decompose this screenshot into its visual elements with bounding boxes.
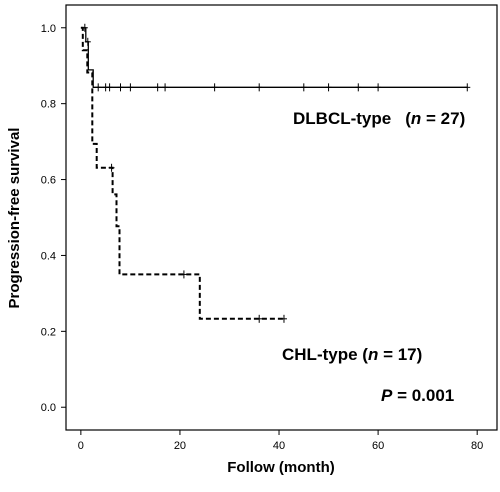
chl-label: CHL-type (n = 17) (282, 345, 422, 364)
p-symbol: P (381, 386, 393, 405)
x-axis-title: Follow (month) (227, 459, 334, 476)
x-tick-label: 40 (273, 440, 285, 452)
p-value-label: P = 0.001 (381, 386, 454, 405)
chl-name: CHL-type ( (282, 345, 368, 364)
x-tick-label: 80 (471, 440, 483, 452)
plot-frame (65, 4, 498, 431)
y-tick-label: 0.6 (41, 175, 56, 187)
chl-type-curve (80, 26, 284, 320)
y-tick-label: 0.0 (41, 402, 56, 414)
chl-count: = 17) (378, 345, 422, 364)
y-tick-label: 0.8 (41, 99, 56, 111)
y-tick-label: 0.4 (41, 250, 56, 262)
dlbcl-open: ( (405, 109, 411, 128)
chl-n: n (368, 345, 378, 364)
dlbcl-name: DLBCL-type (293, 109, 391, 128)
dlbcl-label: DLBCL-type (n = 27) (293, 109, 465, 128)
x-tick-label: 0 (78, 440, 84, 452)
x-tick-label: 60 (372, 440, 384, 452)
y-tick-label: 1.0 (41, 23, 56, 35)
dlbcl-type-curve (80, 27, 468, 88)
x-tick-label: 20 (174, 440, 186, 452)
y-axis-title: Progression-free survival (6, 128, 23, 309)
p-number: = 0.001 (392, 386, 454, 405)
series-layer (80, 23, 471, 323)
x-axis: 0 20 40 60 80 (78, 430, 483, 452)
dlbcl-count: = 27) (421, 109, 465, 128)
dlbcl-n: n (411, 109, 421, 128)
y-axis: 0.0 0.2 0.4 0.6 0.8 1.0 (41, 23, 66, 414)
y-tick-label: 0.2 (41, 326, 56, 338)
